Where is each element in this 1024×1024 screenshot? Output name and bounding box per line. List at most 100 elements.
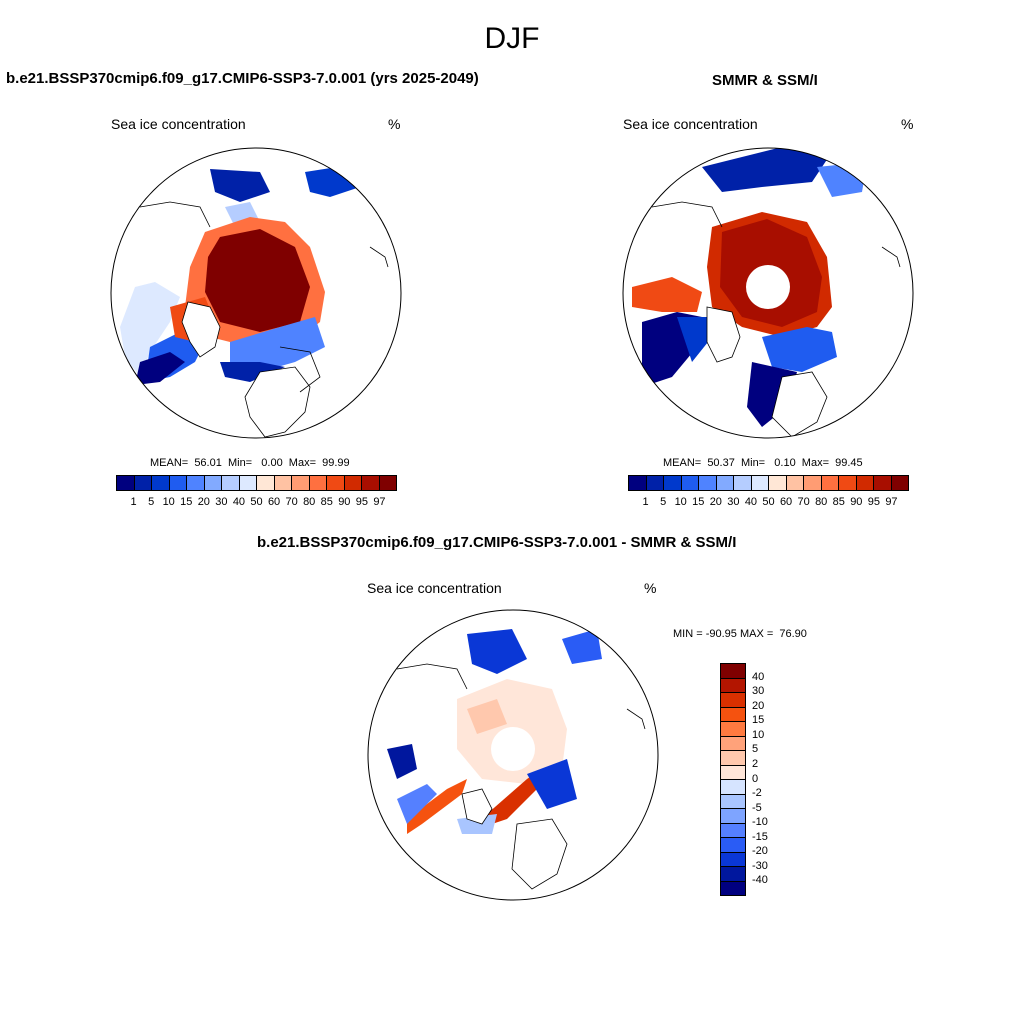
obs-colorbar: [628, 475, 909, 491]
obs-colorbar-tick-label: 70: [797, 496, 810, 508]
obs-colorbar-swatch: [734, 476, 752, 490]
model-stats: MEAN= 56.01 Min= 0.00 Max= 99.99: [150, 457, 350, 469]
obs-colorbar-tick-label: 85: [832, 496, 845, 508]
obs-colorbar-swatch: [804, 476, 822, 490]
model-colorbar-tick-label: 95: [355, 496, 368, 508]
model-colorbar-swatch: [117, 476, 135, 490]
obs-colorbar-swatch: [839, 476, 857, 490]
model-colorbar-swatch: [274, 476, 292, 490]
obs-pole-hole: [746, 265, 790, 309]
model-baffin-edge: [135, 352, 185, 385]
model-colorbar-tick-label: 5: [148, 496, 155, 508]
obs-colorbar-swatch: [856, 476, 874, 490]
obs-colorbar-swatch: [629, 476, 647, 490]
obs-america-coast: [651, 201, 723, 228]
model-colorbar-tick-label: 50: [250, 496, 263, 508]
model-greenland-land: [181, 301, 221, 358]
obs-canadian-arch-ice: [632, 277, 702, 312]
model-colorbar-tick-label: 85: [320, 496, 333, 508]
obs-scandinavia-land: [771, 371, 828, 438]
model-colorbar-tick-label: 97: [373, 496, 386, 508]
diff-colorbar-tick-label: 40: [752, 670, 765, 683]
obs-colorbar-swatch: [646, 476, 664, 490]
diff-barents-neg: [527, 759, 577, 809]
obs-colorbar-tick-label: 90: [850, 496, 863, 508]
model-colorbar-swatch: [379, 476, 396, 490]
diff-pole-hole: [491, 727, 535, 771]
obs-okhotsk-ice: [702, 148, 832, 192]
diff-barents-pos: [487, 769, 542, 824]
obs-colorbar-tick-label: 10: [674, 496, 687, 508]
model-colorbar-swatch: [187, 476, 205, 490]
obs-colorbar-swatch: [821, 476, 839, 490]
model-alaska-coast: [369, 246, 389, 268]
model-colorbar-swatch: [327, 476, 345, 490]
obs-colorbar-tick-label: 50: [762, 496, 775, 508]
obs-colorbar-swatch: [681, 476, 699, 490]
diff-colorbar-tick-label: -15: [752, 830, 768, 843]
obs-colorbar-swatch: [769, 476, 787, 490]
obs-colorbar-tick-label: 95: [867, 496, 880, 508]
diff-stats: MIN = -90.95 MAX = 76.90: [673, 628, 807, 640]
obs-polar-map: [622, 147, 914, 439]
diff-scandinavia-land: [511, 818, 568, 890]
model-colorbar-swatch: [292, 476, 310, 490]
obs-colorbar-swatch: [699, 476, 717, 490]
model-colorbar-swatch: [257, 476, 275, 490]
model-labrador-ice: [120, 282, 180, 377]
model-colorbar: [116, 475, 397, 491]
diff-colorbar-swatch: [721, 881, 745, 895]
diff-colorbar-swatch: [721, 693, 745, 708]
obs-colorbar-tick-label: 80: [815, 496, 828, 508]
diff-colorbar-swatch: [721, 794, 745, 809]
diff-colorbar-swatch: [721, 838, 745, 853]
model-panel-title: b.e21.BSSP370cmip6.f09_g17.CMIP6-SSP3-7.…: [6, 70, 479, 87]
model-colorbar-swatch: [134, 476, 152, 490]
diff-colorbar-tick-label: -30: [752, 859, 768, 872]
obs-barents-ice: [762, 327, 837, 372]
model-colorbar-tick-label: 90: [338, 496, 351, 508]
diff-colorbar-tick-label: -5: [752, 801, 762, 814]
diff-units-label: %: [644, 580, 657, 596]
diff-colorbar-swatch: [721, 852, 745, 867]
model-colorbar-tick-label: 30: [215, 496, 228, 508]
obs-colorbar-swatch: [874, 476, 892, 490]
diff-america-coast: [396, 663, 468, 690]
obs-colorbar-tick-label: 97: [885, 496, 898, 508]
diff-okhotsk: [467, 629, 527, 674]
diff-colorbar-swatch: [721, 736, 745, 751]
model-barents-edge: [220, 362, 285, 382]
diff-variable-label: Sea ice concentration: [367, 580, 502, 596]
diff-labrador-neg: [387, 744, 417, 779]
diff-colorbar-ticks: 40 30 20 15 10 5 2 0 -2 -5 -10 -15 -20 -30 -40: [752, 663, 792, 896]
diff-central-pos: [467, 699, 507, 734]
diff-colorbar-swatch: [721, 765, 745, 780]
model-america-coast: [139, 201, 211, 228]
diff-colorbar-tick-label: -40: [752, 874, 768, 887]
obs-alaska-coast: [881, 246, 901, 268]
obs-greenland-land: [706, 306, 741, 363]
model-colorbar-tick-label: 70: [285, 496, 298, 508]
model-colorbar-tick-label: 20: [197, 496, 210, 508]
obs-colorbar-tick-label: 60: [779, 496, 793, 508]
obs-colorbar-tick-label: 30: [727, 496, 740, 508]
model-colorbar-tick-label: 1: [130, 496, 137, 508]
obs-baffin-ice: [677, 317, 712, 362]
diff-colorbar-tick-label: 10: [752, 728, 765, 741]
model-okhotsk-ice: [210, 169, 270, 202]
model-barents-gradient: [230, 317, 325, 372]
diff-colorbar: [720, 663, 746, 896]
obs-colorbar-ticks: 1 5 10 15 20 30 40 50 60 70 80 85 90 95 97: [628, 496, 909, 510]
diff-bering: [562, 629, 602, 664]
diff-colorbar-tick-label: 0: [752, 772, 759, 785]
model-colorbar-ticks: 1 5 10 15 20 30 40 50 60 70 80 85 90 95 97: [116, 496, 397, 510]
obs-stats: MEAN= 50.37 Min= 0.10 Max= 99.45: [663, 457, 863, 469]
model-central-ice-pack: [205, 229, 310, 332]
obs-units-label: %: [901, 116, 914, 132]
model-colorbar-swatch: [309, 476, 327, 490]
model-colorbar-tick-label: 15: [180, 496, 193, 508]
diff-colorbar-tick-label: 15: [752, 714, 765, 727]
model-variable-label: Sea ice concentration: [111, 116, 246, 132]
model-colorbar-tick-label: 10: [162, 496, 175, 508]
model-colorbar-swatch: [239, 476, 257, 490]
